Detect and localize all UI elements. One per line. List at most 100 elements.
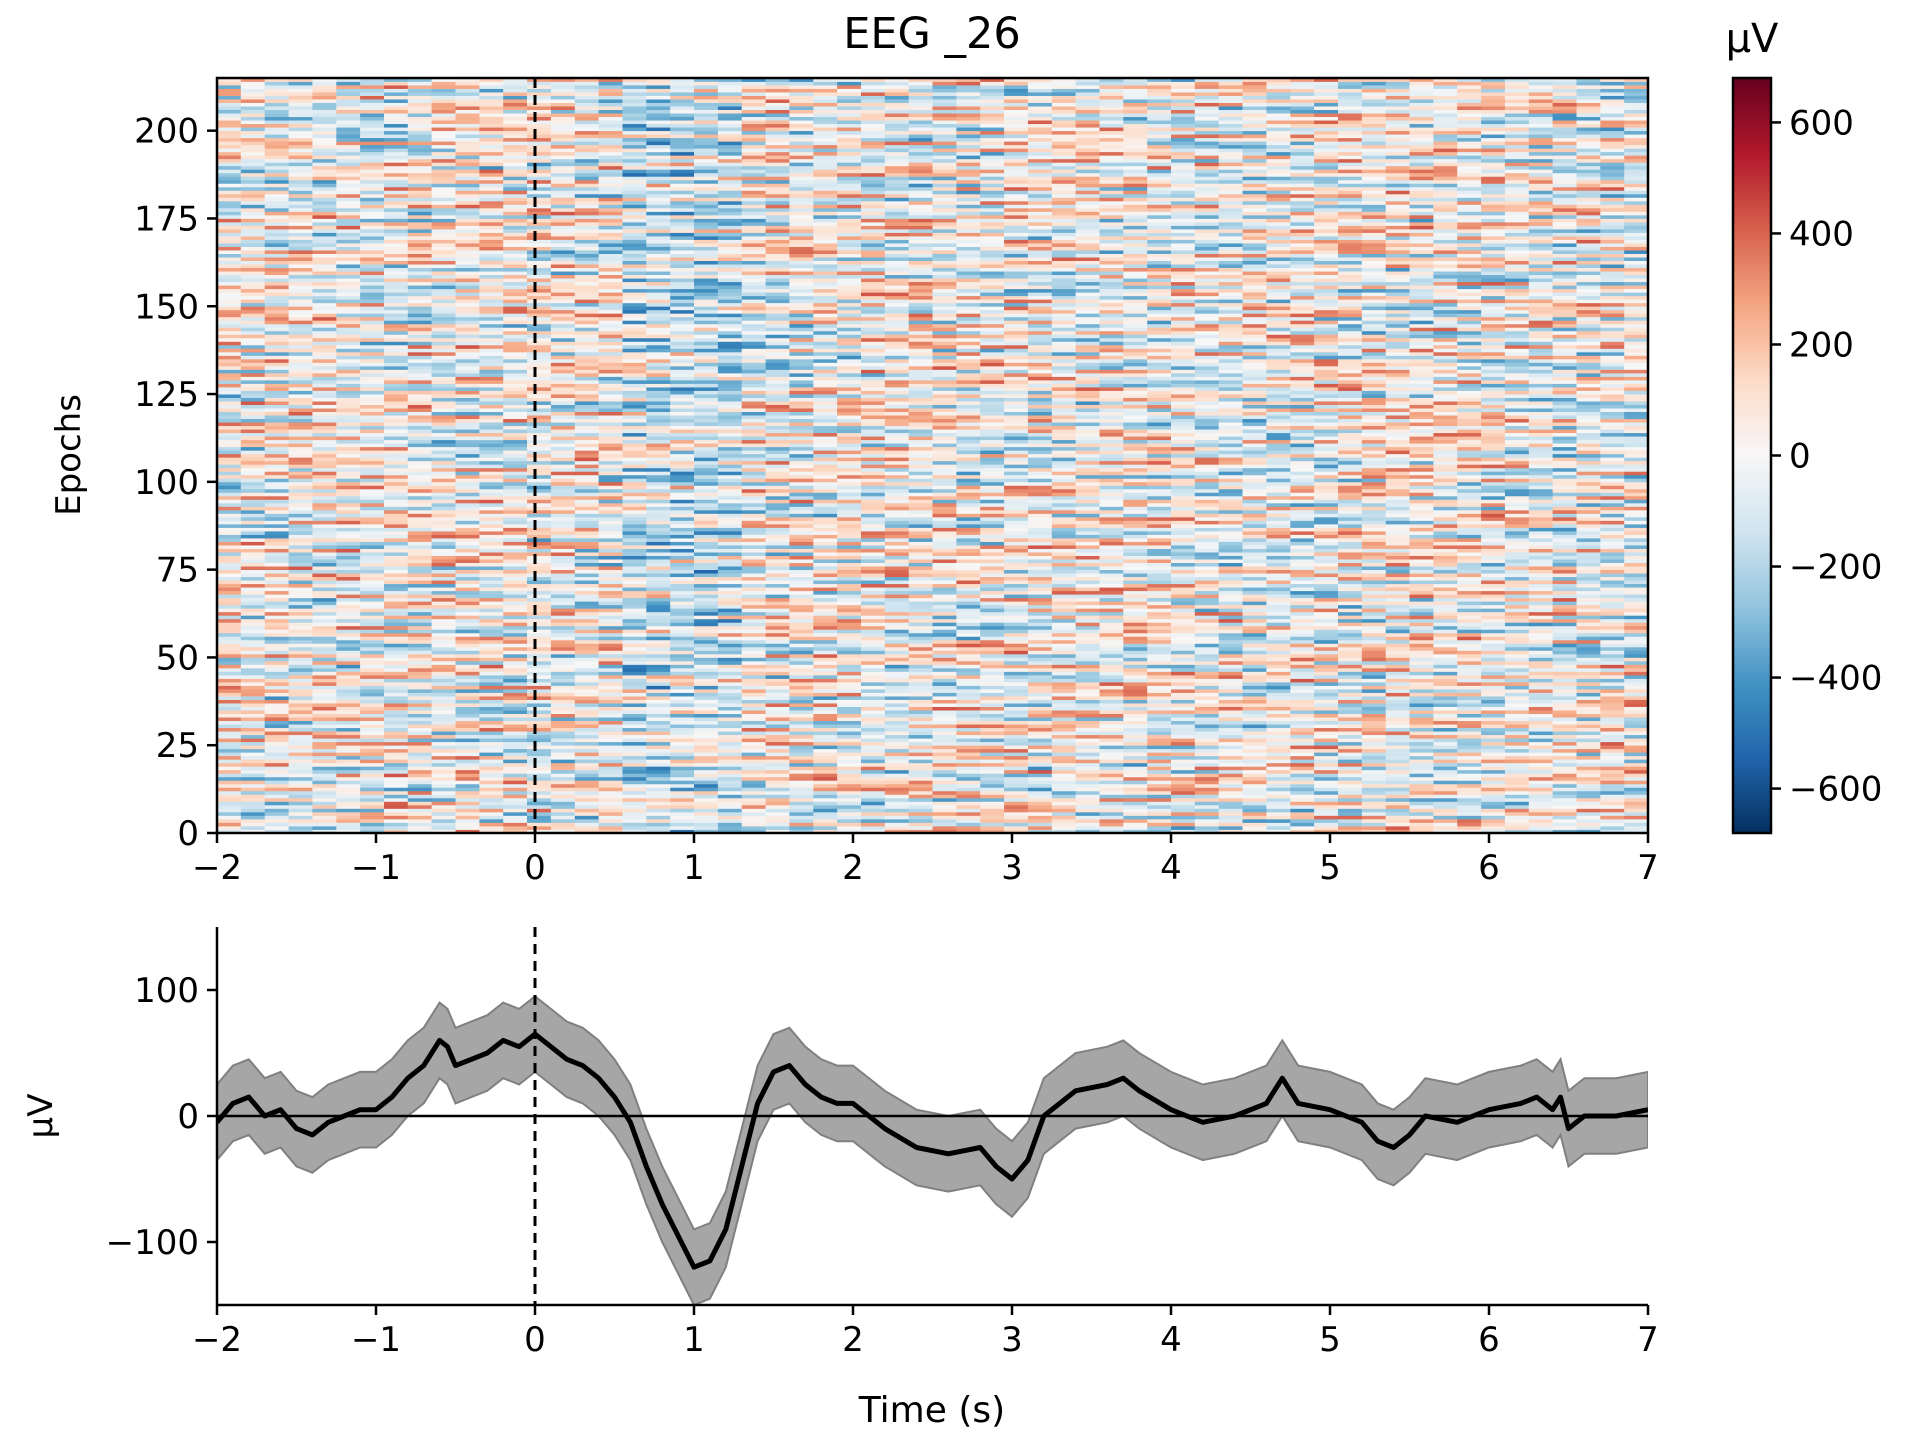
heatmap-cell <box>336 731 361 736</box>
heatmap-cell <box>574 825 600 830</box>
heatmap-cell <box>1361 632 1387 637</box>
heatmap-cell <box>1123 703 1148 707</box>
heatmap-cell <box>1004 622 1029 627</box>
heatmap-cell <box>407 611 433 616</box>
heatmap-cell <box>622 667 647 672</box>
heatmap-cell <box>1361 573 1387 578</box>
heatmap-cell <box>1290 787 1315 792</box>
heatmap-cell <box>837 773 862 778</box>
heatmap-cell <box>861 706 886 711</box>
heatmap-cell <box>1075 741 1101 746</box>
heatmap-cell <box>479 555 504 560</box>
heatmap-cell <box>1481 783 1506 788</box>
heatmap-cell <box>1528 766 1554 771</box>
heatmap-cell <box>813 587 838 592</box>
heatmap-cell <box>574 625 600 630</box>
heatmap-cell <box>1194 699 1220 704</box>
heatmap-cell <box>670 618 695 623</box>
heatmap-cell <box>980 731 1005 736</box>
heatmap-cell <box>1624 678 1648 683</box>
heatmap-cell <box>1528 706 1554 711</box>
heatmap-cell <box>455 636 480 641</box>
heatmap-cell <box>360 699 385 704</box>
heatmap-cell <box>1338 569 1363 574</box>
heatmap-cell <box>1123 657 1148 662</box>
heatmap-cell <box>622 685 647 690</box>
heatmap-cell <box>622 559 647 563</box>
heatmap-cell <box>1552 727 1578 732</box>
heatmap-cell <box>598 776 624 781</box>
heatmap-cell <box>1314 573 1339 578</box>
heatmap-cell <box>312 671 337 676</box>
heatmap-cell <box>1194 689 1220 693</box>
heatmap-cell <box>1433 734 1458 739</box>
heatmap-cell <box>527 811 552 816</box>
heatmap-cell <box>908 611 934 616</box>
heatmap-cell <box>694 562 719 567</box>
heatmap-cell <box>479 706 504 711</box>
heatmap-cell <box>312 608 337 613</box>
heatmap-cell <box>837 615 862 620</box>
heatmap-cell <box>1075 678 1101 683</box>
heatmap-cell <box>1123 685 1148 690</box>
heatmap-cell <box>503 769 528 774</box>
heatmap-cell <box>503 773 528 778</box>
heatmap-cell <box>813 541 838 546</box>
heatmap-cell <box>813 678 838 683</box>
heatmap-cell <box>1433 689 1458 693</box>
heatmap-cell <box>503 604 528 609</box>
heatmap-cell <box>980 562 1005 567</box>
heatmap-cell <box>694 615 719 620</box>
heatmap-cell <box>1266 615 1291 620</box>
heatmap-cell <box>384 724 409 729</box>
heatmap-cell <box>336 759 361 764</box>
heatmap-cell <box>980 734 1005 739</box>
heatmap-cell <box>1266 545 1291 549</box>
heatmap-cell <box>1504 703 1530 707</box>
heatmap-cell <box>1433 699 1458 704</box>
heatmap-cell <box>1266 738 1291 743</box>
heatmap-cell <box>1171 710 1196 714</box>
heatmap-cell <box>717 552 743 556</box>
heatmap-cell <box>646 622 671 627</box>
heatmap-cell <box>1171 689 1196 693</box>
heatmap-cell <box>1624 738 1648 743</box>
heatmap-cell <box>1481 643 1506 648</box>
heatmap-cell <box>813 653 838 658</box>
heatmap-cell <box>503 548 528 553</box>
heatmap-cell <box>574 667 600 672</box>
heatmap-cell <box>908 555 934 560</box>
heatmap-cell <box>670 667 695 672</box>
heatmap-cell <box>980 583 1005 588</box>
heatmap-cell <box>765 559 791 563</box>
heatmap-cell <box>407 776 433 781</box>
heatmap-cell <box>336 790 361 795</box>
heatmap-cell <box>861 780 886 785</box>
heatmap-cell <box>1624 706 1648 711</box>
heatmap-cell <box>1528 643 1554 648</box>
heatmap-cell <box>1051 541 1077 546</box>
heatmap-cell <box>741 682 767 686</box>
heatmap-cell <box>1027 587 1053 592</box>
heatmap-cell <box>861 587 886 592</box>
heatmap-cell <box>956 801 981 806</box>
heatmap-cell <box>1528 790 1554 795</box>
heatmap-cell <box>1528 569 1554 574</box>
heatmap-cell <box>1123 639 1148 644</box>
heatmap-cell <box>1027 629 1053 634</box>
heatmap-cell <box>765 706 791 711</box>
heatmap-cell <box>1027 762 1053 767</box>
heatmap-cell <box>503 811 528 816</box>
heatmap-cell <box>1600 618 1625 623</box>
heatmap-cell <box>360 566 385 571</box>
heatmap-cell <box>1338 780 1363 785</box>
heatmap-cell <box>598 678 624 683</box>
heatmap-cell <box>455 639 480 644</box>
heatmap-cell <box>1099 608 1124 613</box>
heatmap-cell <box>1290 601 1315 606</box>
heatmap-cell <box>1481 541 1506 546</box>
heatmap-cell <box>789 569 814 574</box>
heatmap-cell <box>1600 787 1625 792</box>
heatmap-cell <box>574 801 600 806</box>
heatmap-cell <box>861 755 886 760</box>
